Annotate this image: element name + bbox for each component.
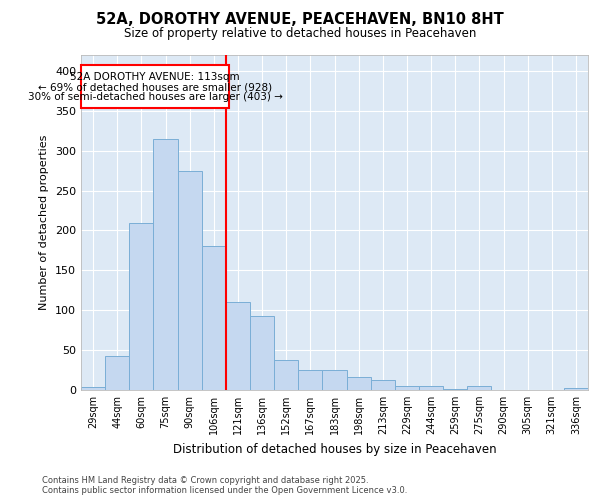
Bar — [395, 386, 419, 390]
Text: 52A DOROTHY AVENUE: 113sqm: 52A DOROTHY AVENUE: 113sqm — [70, 72, 240, 82]
Bar — [443, 389, 467, 390]
Bar — [564, 388, 588, 390]
Bar — [250, 316, 274, 390]
Bar — [202, 246, 226, 390]
Text: Contains HM Land Registry data © Crown copyright and database right 2025.
Contai: Contains HM Land Registry data © Crown c… — [42, 476, 407, 495]
Bar — [178, 170, 202, 390]
Text: Size of property relative to detached houses in Peacehaven: Size of property relative to detached ho… — [124, 28, 476, 40]
Bar — [322, 370, 347, 390]
Bar — [274, 360, 298, 390]
Bar — [371, 380, 395, 390]
Bar — [467, 386, 491, 390]
FancyBboxPatch shape — [81, 64, 229, 108]
Bar — [105, 356, 129, 390]
X-axis label: Distribution of detached houses by size in Peacehaven: Distribution of detached houses by size … — [173, 442, 496, 456]
Y-axis label: Number of detached properties: Number of detached properties — [40, 135, 49, 310]
Text: ← 69% of detached houses are smaller (928): ← 69% of detached houses are smaller (92… — [38, 82, 272, 92]
Bar — [129, 222, 154, 390]
Bar — [298, 370, 322, 390]
Bar — [226, 302, 250, 390]
Bar — [347, 377, 371, 390]
Bar — [419, 386, 443, 390]
Text: 30% of semi-detached houses are larger (403) →: 30% of semi-detached houses are larger (… — [28, 92, 283, 102]
Bar — [154, 138, 178, 390]
Bar — [81, 387, 105, 390]
Text: 52A, DOROTHY AVENUE, PEACEHAVEN, BN10 8HT: 52A, DOROTHY AVENUE, PEACEHAVEN, BN10 8H… — [96, 12, 504, 28]
